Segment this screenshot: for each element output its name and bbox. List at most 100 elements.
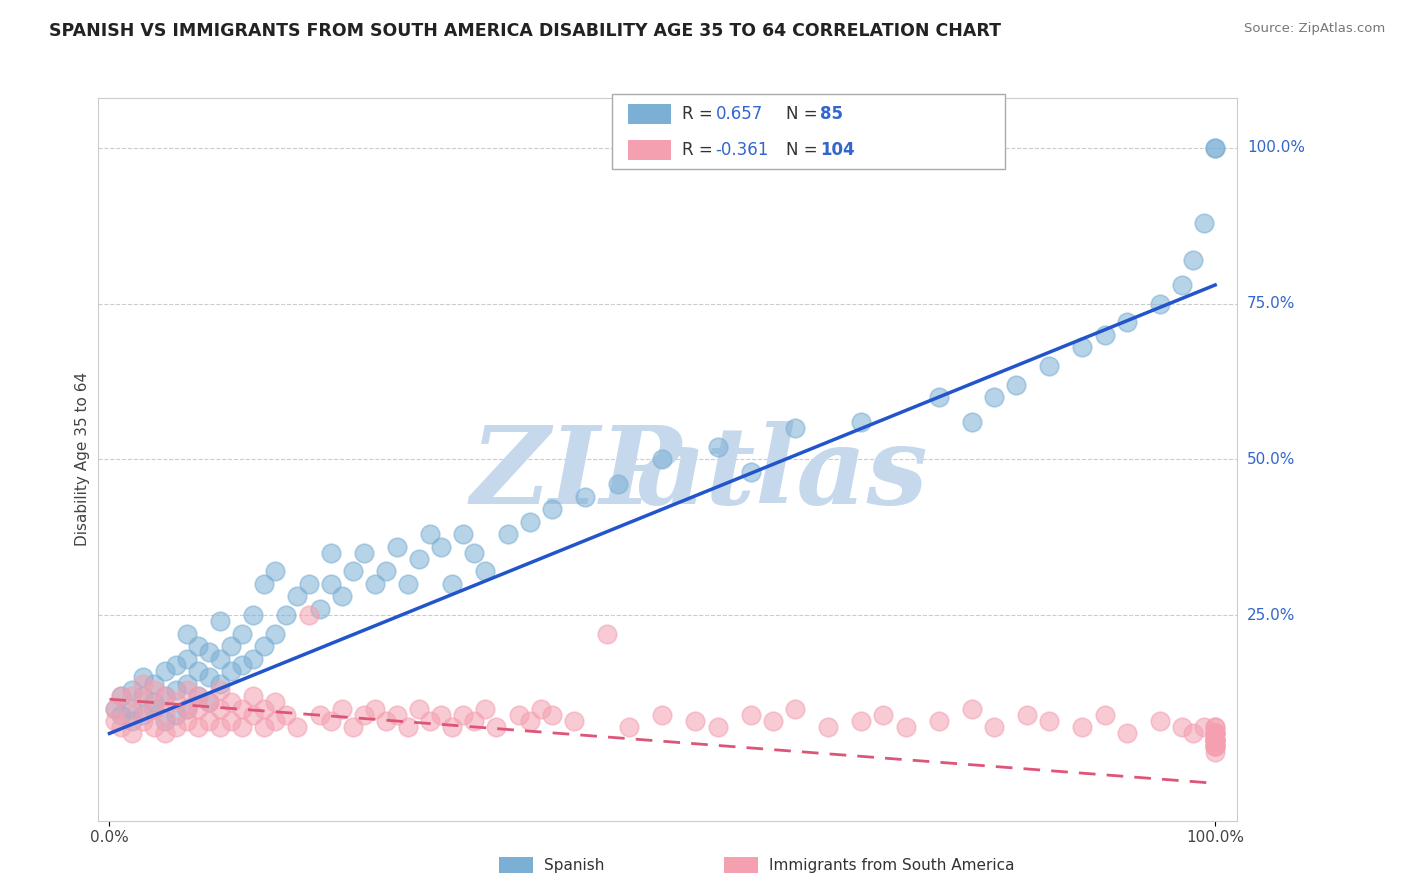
Point (983, 720, 1005, 734)
Point (706, 720, 728, 734)
Point (1204, 141, 1226, 155)
Point (1171, 277, 1194, 292)
Point (253, 720, 276, 734)
Point (1204, 739, 1226, 753)
Point (1204, 732, 1226, 747)
Point (463, 546, 485, 560)
Point (209, 615, 232, 629)
Point (176, 701, 198, 715)
Point (308, 707, 330, 722)
Text: atlas: atlas (636, 421, 928, 527)
Point (176, 676, 198, 690)
Text: Source: ZipAtlas.com: Source: ZipAtlas.com (1244, 22, 1385, 36)
Point (385, 707, 408, 722)
Point (231, 627, 253, 641)
Point (408, 552, 430, 566)
Point (198, 695, 221, 709)
Point (187, 720, 209, 734)
Point (1204, 739, 1226, 753)
Text: -0.361: -0.361 (716, 141, 769, 159)
Point (110, 707, 132, 722)
Point (187, 664, 209, 678)
Point (319, 577, 342, 591)
Point (983, 390, 1005, 404)
Point (176, 701, 198, 715)
Point (685, 714, 707, 728)
Text: 0.657: 0.657 (716, 105, 763, 123)
Point (104, 701, 127, 715)
Point (706, 440, 728, 454)
Point (485, 720, 508, 734)
Point (419, 527, 441, 541)
Point (1204, 726, 1226, 740)
Point (540, 707, 562, 722)
Point (153, 714, 176, 728)
Point (441, 577, 464, 591)
Point (607, 477, 630, 491)
Point (1182, 253, 1205, 268)
Point (264, 714, 287, 728)
Point (253, 577, 276, 591)
Point (176, 714, 198, 728)
Point (1071, 340, 1094, 354)
Point (121, 689, 143, 703)
Point (651, 452, 673, 467)
Point (121, 682, 143, 697)
Point (131, 714, 153, 728)
Point (287, 590, 309, 604)
Point (121, 701, 143, 715)
Point (430, 540, 453, 554)
Point (396, 720, 419, 734)
Text: SPANISH VS IMMIGRANTS FROM SOUTH AMERICA DISABILITY AGE 35 TO 64 CORRELATION CHA: SPANISH VS IMMIGRANTS FROM SOUTH AMERICA… (49, 22, 1001, 40)
Point (219, 664, 242, 678)
Text: 85: 85 (820, 105, 842, 123)
Point (110, 689, 132, 703)
Point (1204, 726, 1226, 740)
Point (441, 720, 464, 734)
Point (1149, 296, 1171, 310)
Point (1038, 714, 1060, 728)
Point (894, 720, 917, 734)
Point (496, 527, 519, 541)
Point (385, 540, 408, 554)
Text: 25.0%: 25.0% (1247, 607, 1295, 623)
Point (253, 639, 276, 653)
Point (1204, 739, 1226, 753)
Point (153, 689, 176, 703)
Point (209, 651, 232, 665)
Point (1204, 141, 1226, 155)
Point (1204, 745, 1226, 759)
Point (651, 707, 673, 722)
Point (253, 701, 276, 715)
Point (231, 657, 253, 672)
Point (198, 670, 221, 684)
Point (209, 720, 232, 734)
Point (176, 627, 198, 641)
Text: Immigrants from South America: Immigrants from South America (769, 858, 1015, 872)
Point (121, 714, 143, 728)
Point (740, 465, 762, 479)
Point (165, 657, 187, 672)
Point (121, 726, 143, 740)
Point (153, 726, 176, 740)
Point (430, 707, 453, 722)
Point (231, 720, 253, 734)
Point (596, 627, 619, 641)
Point (165, 720, 187, 734)
Point (851, 714, 873, 728)
Point (783, 701, 806, 715)
Point (1005, 377, 1028, 392)
Text: ZIP: ZIP (471, 421, 682, 527)
Point (131, 689, 153, 703)
Point (1204, 739, 1226, 753)
Point (928, 390, 950, 404)
Point (474, 701, 496, 715)
Text: 104: 104 (820, 141, 855, 159)
Point (960, 701, 983, 715)
Point (198, 714, 221, 728)
Point (153, 664, 176, 678)
Point (142, 682, 165, 697)
Point (110, 720, 132, 734)
Point (319, 546, 342, 560)
Point (1204, 726, 1226, 740)
